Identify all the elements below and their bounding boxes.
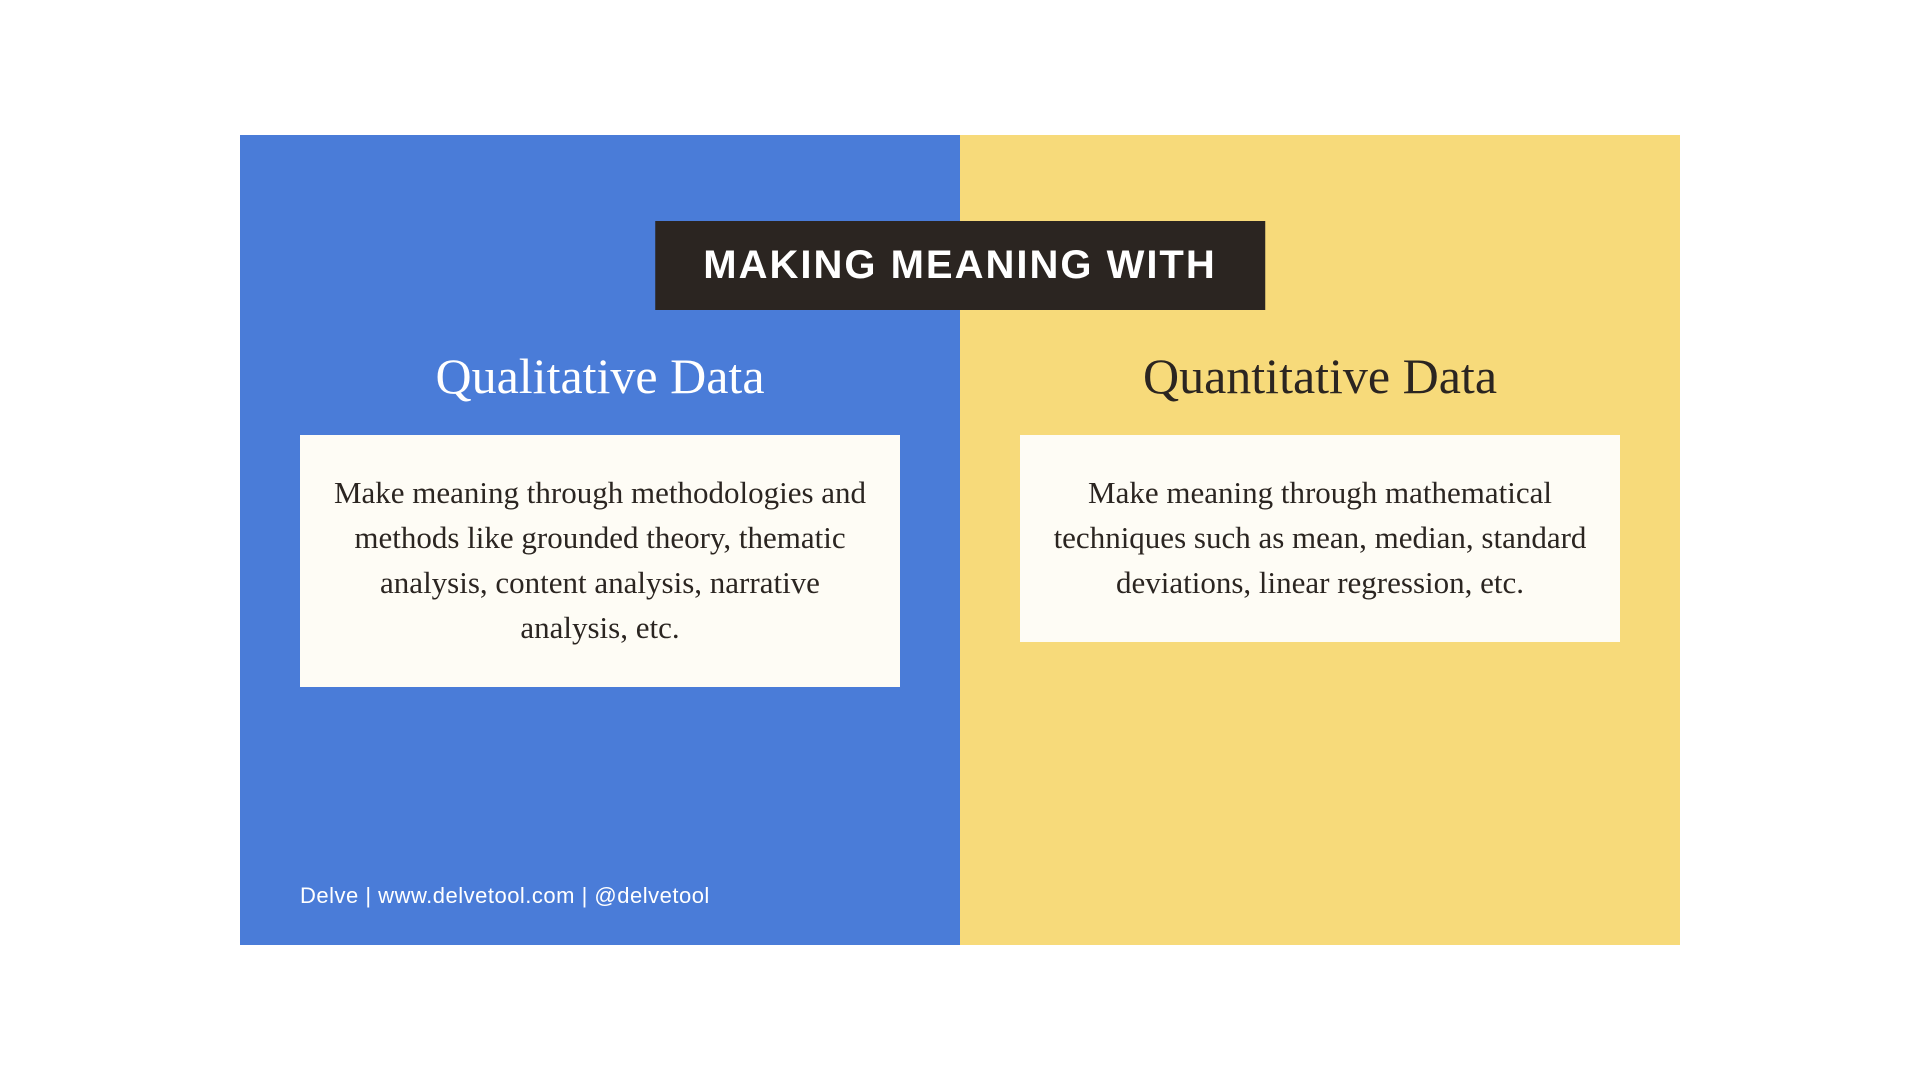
title-banner: MAKING MEANING WITH: [655, 221, 1265, 310]
right-heading: Quantitative Data: [960, 347, 1680, 405]
footer-credit: Delve | www.delvetool.com | @delvetool: [300, 883, 710, 909]
left-heading: Qualitative Data: [240, 347, 960, 405]
right-card: Make meaning through mathematical techni…: [1020, 435, 1620, 642]
left-card: Make meaning through methodologies and m…: [300, 435, 900, 687]
slide-container: Qualitative Data Make meaning through me…: [240, 135, 1680, 945]
